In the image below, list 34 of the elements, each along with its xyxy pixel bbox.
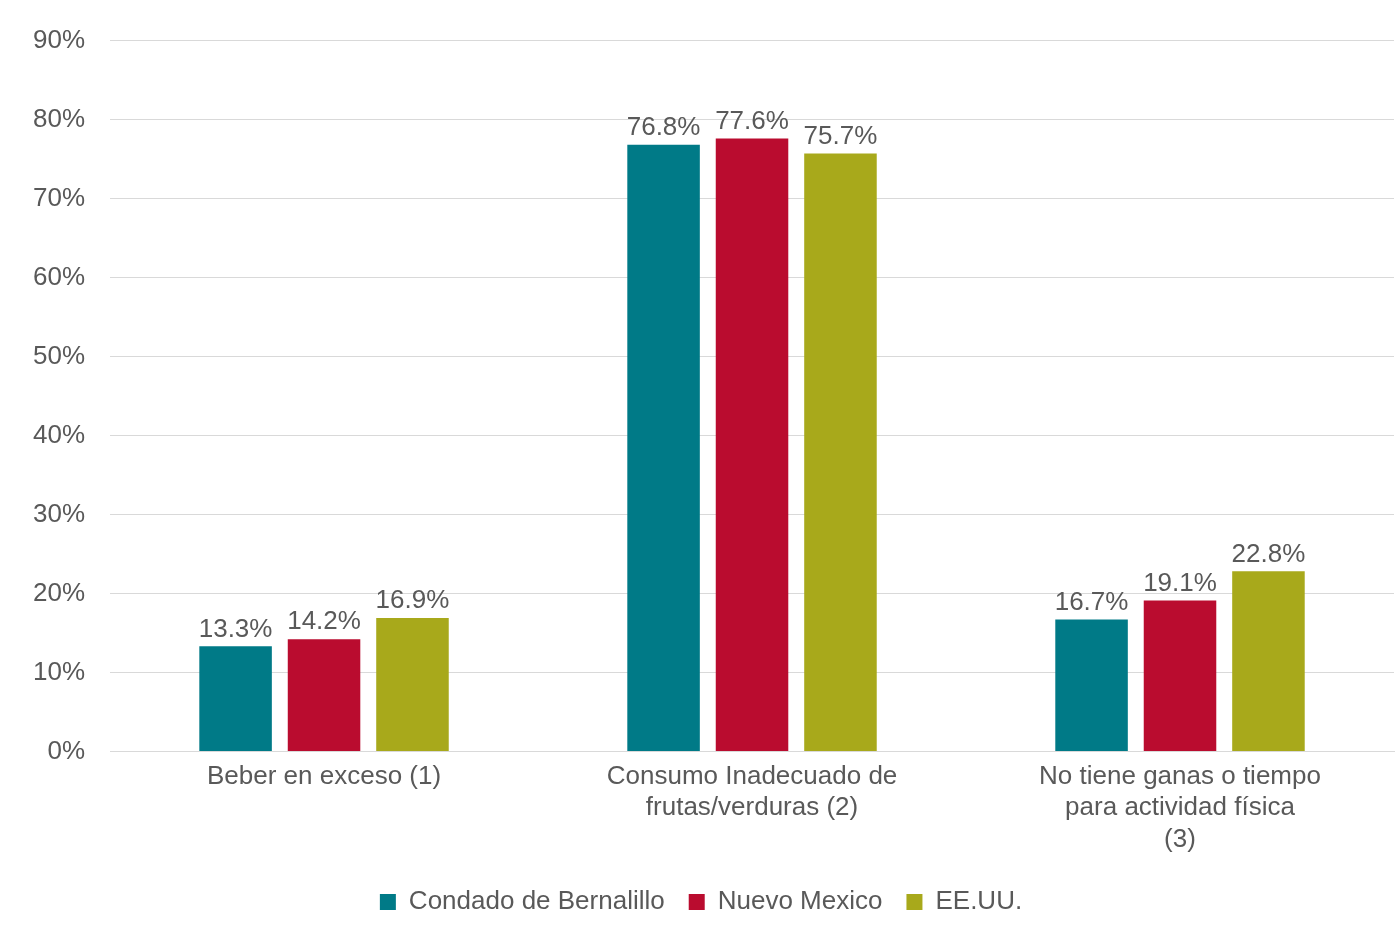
- bar: [1143, 600, 1217, 751]
- y-tick-label: 90%: [32, 23, 86, 54]
- bar: [804, 153, 877, 751]
- y-tick-label: 40%: [32, 418, 86, 449]
- y-tick-label: 70%: [32, 181, 86, 212]
- y-tick-label: 50%: [32, 339, 86, 370]
- x-tick-label: No tiene ganas o tiempo para actividad física (3): [1039, 760, 1321, 853]
- data-label: 13.3%: [198, 612, 273, 643]
- data-label: 16.9%: [375, 584, 450, 615]
- bar: [376, 617, 449, 751]
- data-label: 14.2%: [287, 605, 361, 636]
- bar: [627, 144, 700, 751]
- bar: [1232, 571, 1305, 751]
- x-tick-label: Consumo Inadecuado de frutas/verduras (2): [606, 760, 898, 822]
- y-tick-label: 10%: [32, 655, 86, 686]
- legend-label: EE.UU.: [935, 885, 1023, 916]
- data-label: 76.8%: [626, 111, 701, 142]
- y-tick-label: 30%: [32, 497, 86, 528]
- bar: [715, 138, 789, 751]
- y-tick-label: 60%: [32, 260, 86, 291]
- bar: [1055, 619, 1128, 751]
- y-tick-label: 20%: [32, 576, 86, 607]
- data-label: 77.6%: [715, 104, 789, 135]
- data-label: 19.1%: [1143, 566, 1217, 597]
- bar: [199, 646, 272, 751]
- bar: [287, 639, 361, 751]
- legend-label: Condado de Bernalillo: [408, 885, 665, 916]
- y-tick-label: 80%: [32, 102, 86, 133]
- y-tick-label: 0%: [47, 734, 86, 765]
- legend-label: Nuevo Mexico: [717, 885, 883, 916]
- data-label: 22.8%: [1231, 537, 1306, 568]
- x-tick-label: Beber en exceso (1): [206, 760, 442, 791]
- data-label: 16.7%: [1054, 585, 1129, 616]
- data-label: 75.7%: [803, 119, 878, 150]
